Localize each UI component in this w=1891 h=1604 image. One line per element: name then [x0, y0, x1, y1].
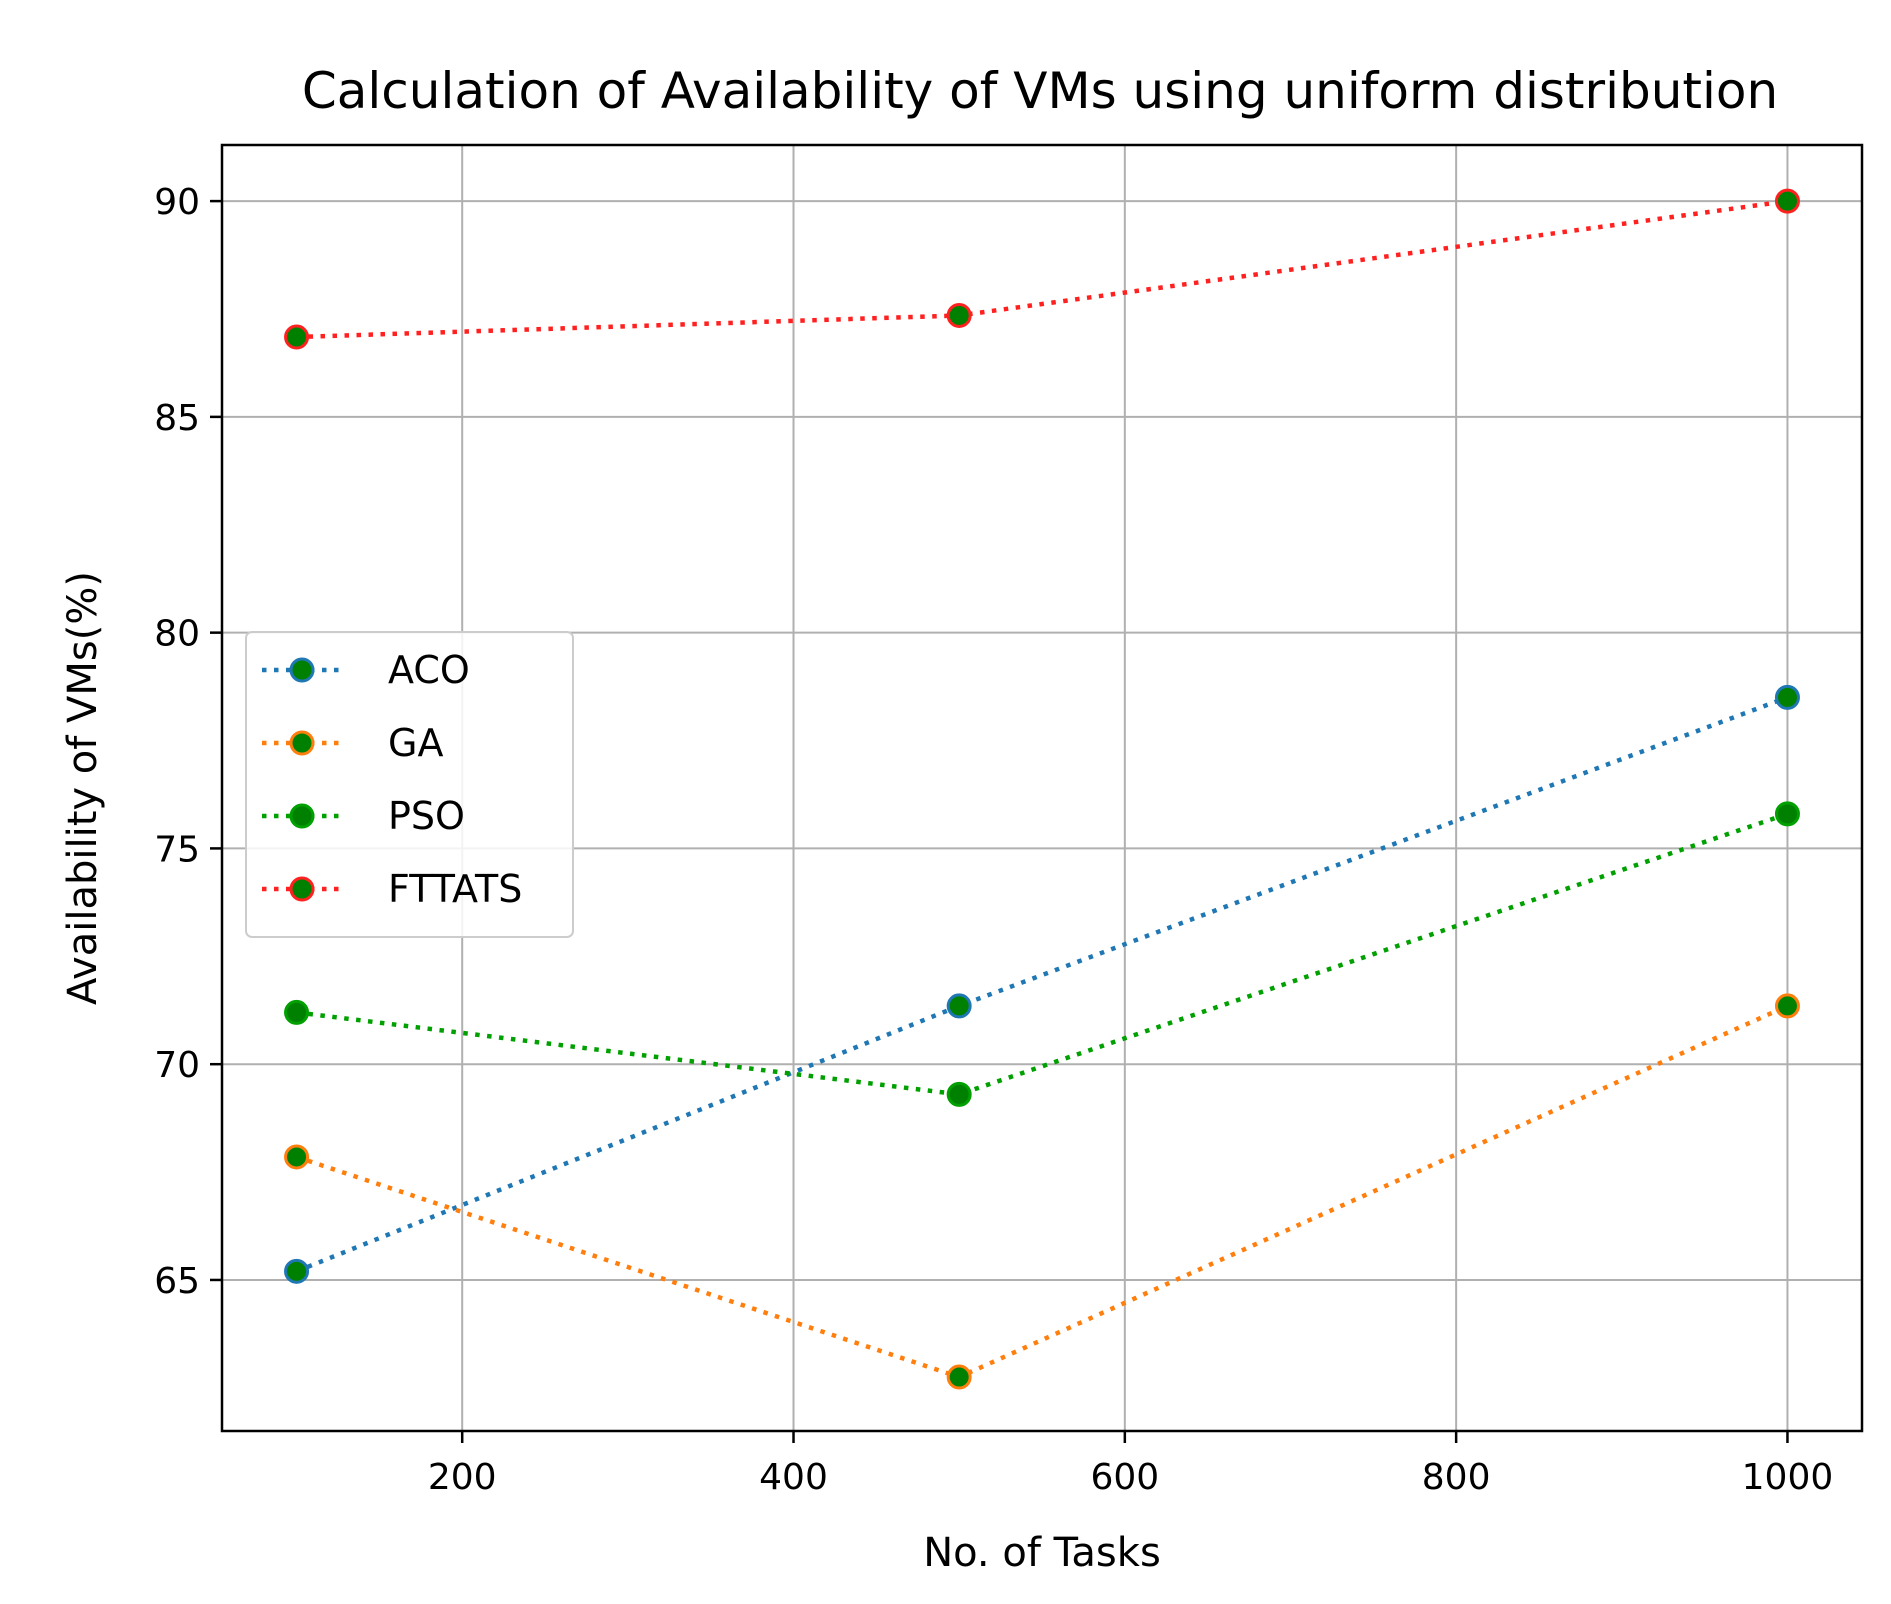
- data-point-fttats: [284, 324, 310, 350]
- legend-marker-aco: [289, 657, 315, 683]
- y-tick-label: 65: [154, 1261, 200, 1302]
- data-point-aco: [284, 1258, 310, 1284]
- data-point-aco: [946, 993, 972, 1019]
- y-tick-label: 70: [154, 1045, 200, 1086]
- legend-label-pso: PSO: [388, 794, 465, 838]
- data-point-pso: [284, 999, 310, 1025]
- y-tick-label: 90: [154, 182, 200, 223]
- data-point-ga: [284, 1144, 310, 1170]
- y-tick-label: 85: [154, 398, 200, 439]
- legend-marker-pso: [289, 803, 315, 829]
- data-point-pso: [1774, 801, 1800, 827]
- y-axis-label: Availability of VMs(%): [60, 571, 106, 1005]
- data-point-pso: [946, 1081, 972, 1107]
- x-tick-label: 800: [1422, 1457, 1491, 1498]
- data-point-fttats: [1774, 188, 1800, 214]
- series-line-ga: [295, 1003, 1789, 1380]
- x-tick-label: 1000: [1742, 1457, 1834, 1498]
- x-tick-label: 200: [428, 1457, 497, 1498]
- legend-box: [245, 631, 574, 938]
- plot-frame: [220, 143, 1864, 1433]
- legend: ACO GA PSO FTTATS: [245, 631, 574, 938]
- legend-label-aco: ACO: [388, 648, 470, 692]
- legend-label-fttats: FTTATS: [388, 867, 522, 911]
- legend-marker-fttats: [289, 876, 315, 902]
- x-tick-label: 400: [759, 1457, 828, 1498]
- series-line-fttats: [296, 198, 1788, 340]
- y-tick-label: 75: [154, 829, 200, 870]
- series-lines: [284, 188, 1800, 1390]
- data-point-ga: [1774, 993, 1800, 1019]
- legend-marker-ga: [289, 730, 315, 756]
- legend-label-ga: GA: [388, 721, 443, 765]
- y-tick-label: 80: [154, 614, 200, 655]
- chart-title: Calculation of Availability of VMs using…: [302, 62, 1778, 120]
- data-point-ga: [946, 1364, 972, 1390]
- x-axis-label: No. of Tasks: [923, 1530, 1161, 1576]
- axis-ticks: 200 400 600 800 1000 65 70 75 80 85 90: [154, 182, 1833, 1498]
- x-tick-label: 600: [1090, 1457, 1159, 1498]
- data-point-aco: [1774, 684, 1800, 710]
- data-point-fttats: [946, 302, 972, 328]
- series-line-pso: [296, 811, 1789, 1097]
- grid: [222, 145, 1862, 1431]
